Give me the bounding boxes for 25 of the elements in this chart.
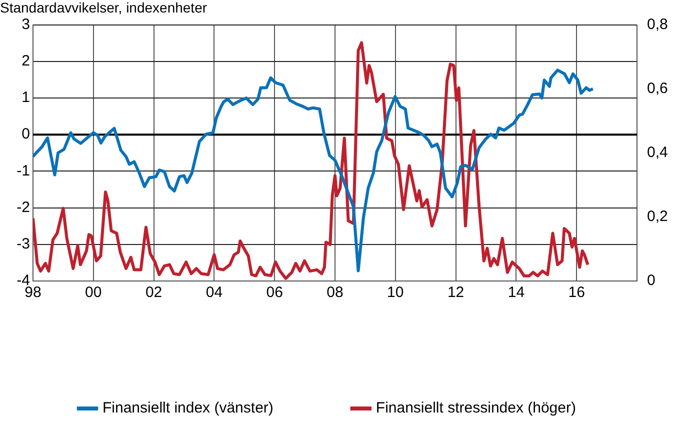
y-tick-label: -1 <box>16 162 30 180</box>
y2-tick-label: 0,8 <box>647 16 668 33</box>
y2-tick-label: 0 <box>647 272 656 290</box>
y-tick-label: -3 <box>16 236 30 253</box>
y-tick-label: -2 <box>16 198 30 216</box>
y-tick-label: 3 <box>22 16 30 33</box>
y-tick-label: 0 <box>22 126 30 143</box>
x-tick-label: 04 <box>206 284 223 302</box>
y2-tick-label: 0,2 <box>647 208 668 226</box>
x-tick-label: 16 <box>568 284 585 302</box>
x-tick-label: 12 <box>447 284 464 302</box>
x-tick-label: 14 <box>508 284 525 302</box>
y2-tick-label: 0,4 <box>647 144 668 162</box>
x-tick-label: 02 <box>145 284 162 302</box>
y-tick-label: 2 <box>22 52 30 70</box>
x-tick-label: 08 <box>326 284 344 302</box>
x-tick-label: 98 <box>24 284 42 302</box>
y2-tick-label: 0,6 <box>647 80 668 97</box>
x-tick-label: 06 <box>266 284 283 302</box>
legend-label: Finansiellt stressindex (höger) <box>376 400 576 417</box>
legend-label: Finansiellt index (vänster) <box>102 400 274 417</box>
x-tick-label: 10 <box>387 284 404 302</box>
x-tick-label: 00 <box>85 284 102 302</box>
chart-title: Standardavvikelser, indexenheter <box>0 0 208 16</box>
y-tick-label: 1 <box>22 89 30 106</box>
